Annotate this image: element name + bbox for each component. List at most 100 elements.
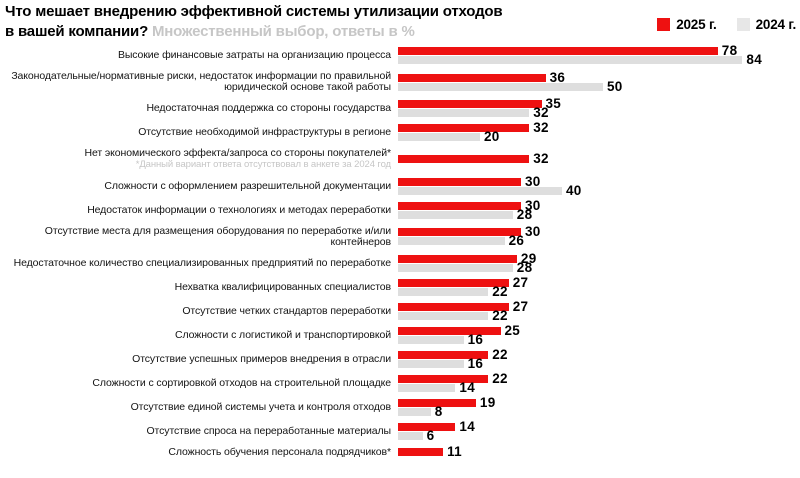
bar-2024г [398, 210, 513, 219]
bar-2025г [398, 47, 718, 55]
chart-row: Отсутствие необходимой инфраструктуры в … [0, 121, 800, 144]
bar-line: 19 [398, 395, 800, 409]
bar-line: 40 [398, 182, 800, 198]
bar-2024г [398, 359, 464, 368]
category-label: Недостаточная поддержка со стороны госуд… [146, 102, 391, 114]
category-label: Отсутствие четких стандартов переработки [182, 304, 391, 317]
bars-cell: 32 [398, 151, 800, 167]
value-label: 16 [467, 331, 484, 347]
value-label: 27 [512, 298, 529, 314]
bar-2025г [398, 177, 521, 186]
category-label-cell: Недостаток информации о технологиях и ме… [0, 203, 398, 216]
chart-row: Нет экономического эффекта/запроса со ст… [0, 148, 800, 171]
category-label: Сложность обучения персонала подрядчиков… [168, 445, 391, 458]
category-label: Отсутствие успешных примеров внедрения в… [132, 352, 391, 365]
category-label: Нет экономического эффекта/запроса со ст… [84, 147, 392, 159]
bar-2025г [398, 422, 456, 431]
chart-row: Отсутствие единой системы учета и контро… [0, 395, 800, 418]
bar-2024г [398, 263, 513, 272]
value-label: 27 [512, 274, 529, 290]
value-label: 25 [504, 322, 521, 338]
chart-title-block: Что мешает внедрению эффективной системы… [5, 2, 503, 41]
bars-cell: 11 [398, 444, 800, 459]
bar-line: 28 [398, 206, 800, 222]
bar-2025г [398, 326, 501, 335]
chart-row: Отсутствие успешных примеров внедрения в… [0, 347, 800, 370]
bar-line: 14 [398, 380, 800, 394]
bars-cell: 30 28 [398, 198, 800, 222]
category-label-cell: Отсутствие успешных примеров внедрения в… [0, 352, 398, 365]
chart-row: Недостаточная поддержка со стороны госуд… [0, 97, 800, 120]
category-label-cell: Отсутствие единой системы учета и контро… [0, 400, 398, 413]
value-label: 26 [508, 233, 525, 248]
bar-2024г [398, 237, 505, 245]
chart-row: Отсутствие четких стандартов переработки… [0, 298, 800, 323]
value-label: 22 [492, 370, 508, 386]
category-label: Отсутствие единой системы учета и контро… [130, 400, 392, 413]
bar-line: 8 [398, 404, 800, 418]
category-label-cell: Сложности с логистикой и транспортировко… [0, 329, 398, 341]
category-label: Нехватка квалифицированных специалистов [174, 280, 392, 293]
bar-line: 16 [398, 331, 800, 347]
bar-line: 22 [398, 347, 800, 361]
bar-line: 36 [398, 69, 800, 85]
bar-2024г [398, 287, 489, 296]
legend-swatch-2024-icon [736, 18, 750, 31]
bar-2024г [398, 311, 489, 320]
value-label: 11 [447, 444, 462, 459]
value-label: 20 [484, 129, 500, 144]
bar-2024г [398, 82, 603, 91]
value-label: 30 [525, 173, 541, 189]
value-label: 29 [520, 250, 537, 266]
bar-2025г [398, 155, 530, 164]
bar-line: 26 [398, 233, 800, 248]
value-label: 36 [549, 69, 566, 85]
bar-2024г [398, 407, 431, 416]
chart-title-line2-text: в вашей компании? [5, 22, 149, 40]
category-label: Сложности с сортировкой отходов на строи… [92, 376, 391, 389]
bar-line: 27 [398, 298, 800, 314]
bar-line: 28 [398, 259, 800, 275]
bar-2025г [398, 254, 517, 263]
chart-row: Недостаточное количество специализирован… [0, 250, 800, 275]
chart-row: Отсутствие спроса на переработанные мате… [0, 419, 800, 443]
value-label: 32 [533, 151, 549, 167]
chart-row: Сложности с оформлением разрешительной д… [0, 173, 800, 198]
bar-line: 22 [398, 370, 800, 386]
bars-cell: 25 16 [398, 322, 800, 347]
category-label: Отсутствие необходимой инфраструктуры в … [138, 126, 391, 138]
bar-line: 78 [398, 44, 800, 57]
legend-swatch-2025-icon [657, 18, 671, 31]
category-label-cell: Отсутствие места для размещения оборудов… [0, 225, 398, 248]
chart-row: Нехватка квалифицированных специалистов 2… [0, 274, 800, 298]
bars-cell: 29 28 [398, 250, 800, 275]
value-label: 50 [607, 78, 623, 94]
value-label: 28 [516, 206, 533, 222]
bar-line: 30 [398, 198, 800, 212]
category-label: Сложности с оформлением разрешительной д… [104, 179, 391, 192]
chart-subtitle: Множественный выбор, ответы в % [152, 22, 415, 40]
category-label-cell: Сложности с сортировкой отходов на строи… [0, 376, 398, 389]
bar-2025г [398, 124, 530, 132]
bars-cell: 36 50 [398, 69, 800, 94]
bar-line: 22 [398, 284, 800, 298]
bar-2025г [398, 448, 444, 456]
value-label: 6 [426, 427, 435, 443]
value-label: 40 [566, 182, 582, 198]
bars-cell: 22 16 [398, 347, 800, 370]
bar-2025г [398, 398, 476, 407]
category-label: Недостаток информации о технологиях и ме… [87, 203, 391, 216]
bars-cell: 35 32 [398, 97, 800, 119]
legend-label-2025: 2025 г. [676, 17, 717, 32]
bar-2024г [398, 56, 743, 64]
chart-row: Отсутствие места для размещения оборудов… [0, 225, 800, 248]
bar-2024г [398, 186, 562, 195]
value-label: 22 [492, 307, 508, 323]
value-label: 28 [516, 259, 533, 275]
bars-cell: 78 84 [398, 44, 800, 66]
category-label-cell: Отсутствие необходимой инфраструктуры в … [0, 127, 398, 138]
category-label-cell: Законодательные/нормативные риски, недос… [0, 71, 398, 93]
bar-2024г [398, 383, 456, 392]
bars-cell: 19 8 [398, 395, 800, 418]
